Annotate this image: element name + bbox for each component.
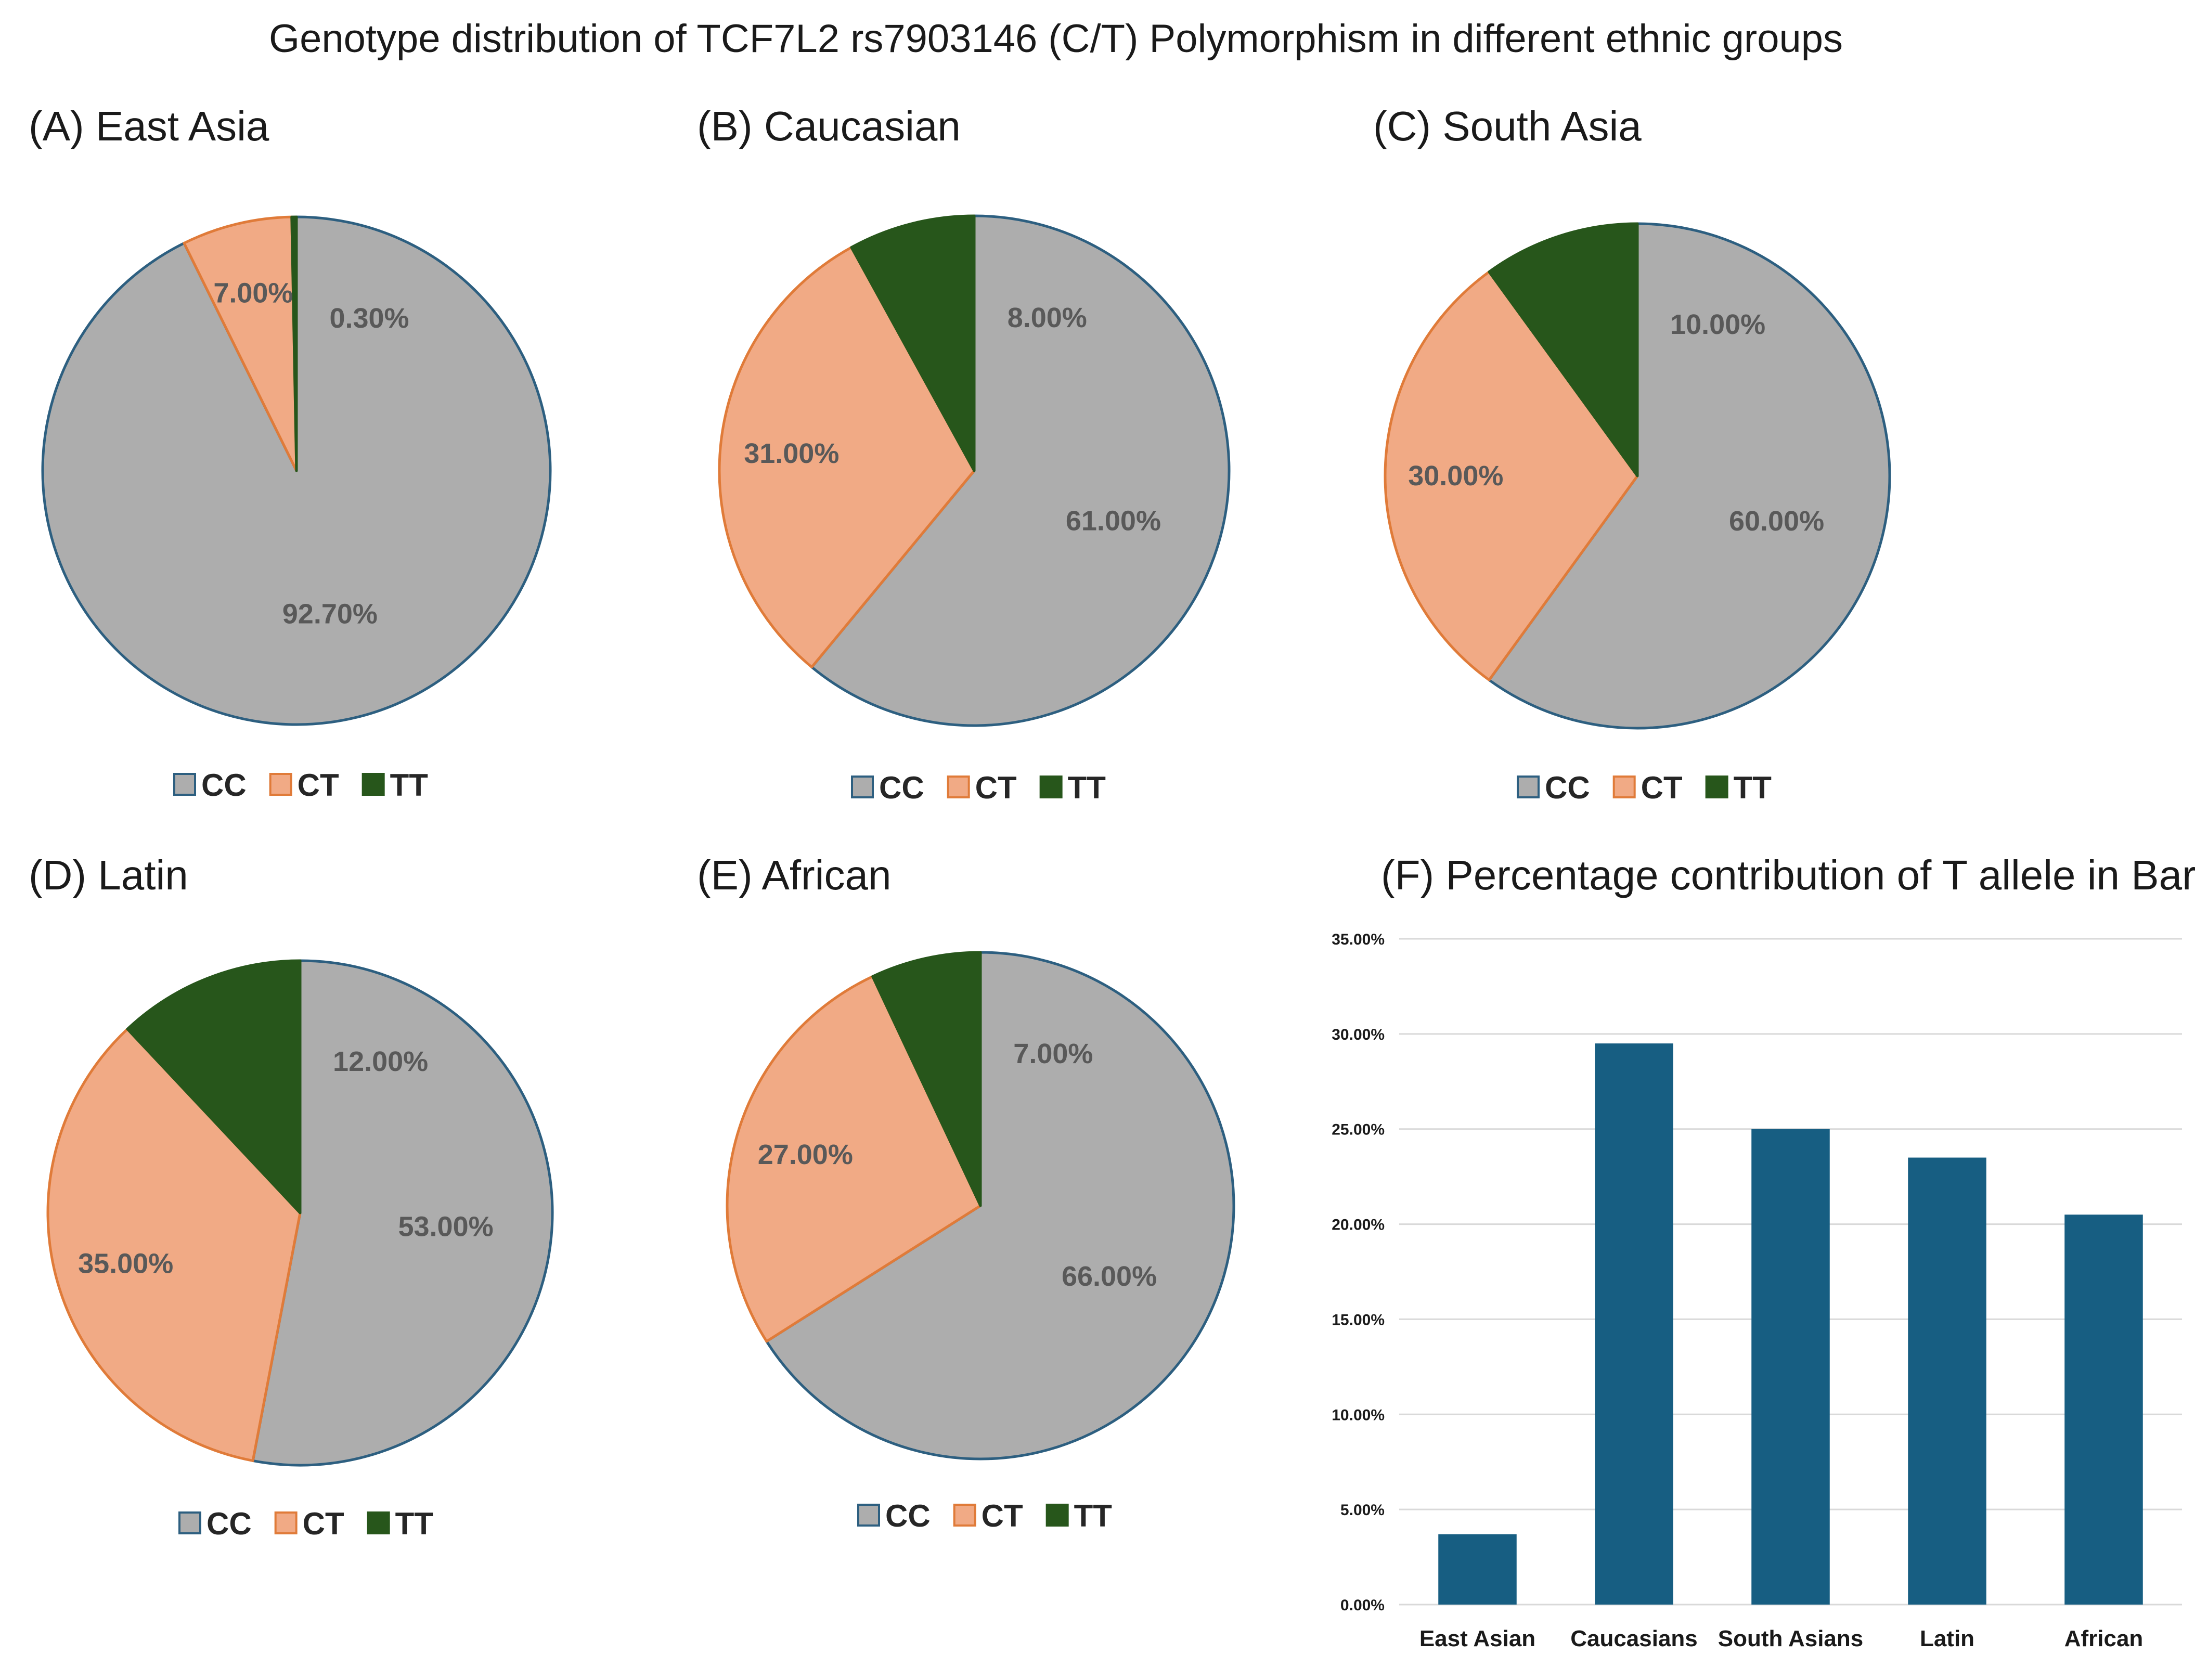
legend-swatch-tt	[1045, 1504, 1069, 1527]
y-tick-label: 35.00%	[1332, 931, 1385, 948]
pie-slice-ct	[726, 975, 982, 1343]
y-tick-label: 20.00%	[1332, 1217, 1385, 1234]
pie-data-label-ct: 30.00%	[1408, 460, 1503, 492]
pie-chart-4: (D) Latin 53.00% 35.00% 12.00% CC CT TT	[29, 852, 554, 1541]
pie-chart-5: (E) African 66.00% 27.00% 7.00% CC CT TT	[697, 852, 1235, 1533]
pie-data-label-tt: 8.00%	[1008, 302, 1087, 333]
pie-data-label-ct: 7.00%	[213, 278, 293, 309]
pie-chart-2: (B) Caucasian 61.00% 31.00% 8.00% CC CT TT	[697, 103, 1231, 805]
pie-legend: CC CT TT	[178, 1506, 433, 1541]
legend-label-cc: CC	[206, 1506, 252, 1541]
pie-slice-cc	[251, 959, 554, 1467]
pie-slice-tt	[1488, 222, 1639, 477]
pie-data-label-tt: 0.30%	[329, 303, 409, 334]
legend-swatch-cc	[178, 1511, 201, 1534]
pie-title: (C) South Asia	[1373, 103, 1642, 149]
pie-title: (E) African	[697, 852, 891, 898]
pie-slice-ct	[183, 215, 298, 472]
legend-swatch-cc	[1517, 776, 1540, 798]
legend-swatch-tt	[361, 773, 385, 796]
legend-label-ct: CT	[303, 1506, 344, 1541]
y-tick-label: 5.00%	[1340, 1502, 1385, 1519]
pie-slice-tt	[126, 959, 302, 1214]
pie-legend: CC CT TT	[851, 770, 1106, 805]
legend-label-cc: CC	[1545, 770, 1590, 805]
y-tick-label: 10.00%	[1332, 1406, 1385, 1424]
pie-title: (B) Caucasian	[697, 103, 961, 149]
bar-south-asians	[1751, 1129, 1830, 1605]
bar-chart-title: (F) Percentage contribution of T allele …	[1381, 852, 2195, 898]
pie-data-label-cc: 53.00%	[398, 1211, 493, 1242]
pie-chart-1: (A) East Asia 92.70% 7.00% 0.30% CC CT TT	[29, 103, 552, 803]
legend-label-tt: TT	[1734, 770, 1772, 805]
pie-data-label-cc: 92.70%	[282, 599, 378, 630]
pie-slice-cc	[1488, 222, 1891, 730]
legend-label-ct: CT	[975, 770, 1017, 805]
legend-label-ct: CT	[982, 1498, 1023, 1533]
y-tick-label: 15.00%	[1332, 1311, 1385, 1328]
legend-swatch-ct	[1612, 776, 1636, 798]
legend-swatch-tt	[1705, 776, 1728, 798]
pie-data-label-ct: 27.00%	[758, 1139, 853, 1170]
legend-swatch-ct	[947, 776, 970, 798]
legend-swatch-ct	[953, 1504, 976, 1527]
legend-label-ct: CT	[1641, 770, 1683, 805]
pie-title: (A) East Asia	[29, 103, 269, 149]
legend-label-cc: CC	[201, 768, 247, 803]
pie-slice-tt	[850, 214, 976, 472]
legend-label-cc: CC	[879, 770, 924, 805]
pie-legend: CC CT TT	[1517, 770, 1772, 805]
legend-swatch-cc	[857, 1504, 880, 1527]
pie-data-label-cc: 60.00%	[1729, 506, 1824, 537]
pie-data-label-tt: 12.00%	[333, 1046, 428, 1077]
x-category-label: African	[2064, 1626, 2144, 1651]
legend-label-cc: CC	[885, 1498, 931, 1533]
legend-label-tt: TT	[1074, 1498, 1112, 1533]
pie-legend: CC CT TT	[857, 1498, 1112, 1533]
legend-label-ct: CT	[298, 768, 339, 803]
pie-slice-ct	[46, 1027, 302, 1462]
bar-east-asian	[1438, 1534, 1517, 1605]
bar-chart: (F) Percentage contribution of T allele …	[1332, 852, 2195, 1651]
legend-swatch-tt	[367, 1511, 390, 1534]
pie-data-label-tt: 7.00%	[1013, 1038, 1093, 1069]
y-tick-label: 0.00%	[1340, 1597, 1385, 1614]
pie-legend: CC CT TT	[173, 768, 428, 803]
pie-slice-tt	[290, 215, 298, 472]
bar-african	[2064, 1214, 2143, 1605]
x-category-label: Latin	[1920, 1626, 1974, 1651]
legend-swatch-cc	[173, 773, 196, 796]
pie-data-label-ct: 35.00%	[78, 1248, 173, 1279]
figure-title: Genotype distribution of TCF7L2 rs790314…	[269, 17, 1843, 61]
pie-data-label-tt: 10.00%	[1670, 309, 1765, 340]
pie-slice-cc	[765, 951, 1235, 1461]
legend-label-tt: TT	[1068, 770, 1106, 805]
pie-data-label-cc: 66.00%	[1062, 1261, 1157, 1292]
pie-slice-ct	[1384, 270, 1639, 681]
pie-slice-tt	[871, 951, 982, 1207]
pie-slice-ct	[718, 246, 976, 669]
legend-swatch-ct	[269, 773, 292, 796]
x-category-label: South Asians	[1718, 1626, 1864, 1651]
pie-chart-3: (C) South Asia 60.00% 30.00% 10.00% CC CT TT	[1373, 103, 1891, 805]
x-category-label: Caucasians	[1570, 1626, 1698, 1651]
pie-data-label-cc: 61.00%	[1066, 505, 1161, 536]
legend-swatch-tt	[1039, 776, 1063, 798]
legend-swatch-cc	[851, 776, 874, 798]
x-category-label: East Asian	[1419, 1626, 1535, 1651]
pie-data-label-ct: 31.00%	[744, 438, 839, 469]
bar-latin	[1908, 1157, 1986, 1605]
legend-label-tt: TT	[390, 768, 428, 803]
pie-slice-cc	[810, 214, 1231, 727]
pie-title: (D) Latin	[29, 852, 188, 898]
legend-label-tt: TT	[395, 1506, 433, 1541]
y-tick-label: 30.00%	[1332, 1026, 1385, 1043]
legend-swatch-ct	[274, 1511, 298, 1534]
bar-caucasians	[1595, 1043, 1673, 1605]
y-tick-label: 25.00%	[1332, 1121, 1385, 1139]
